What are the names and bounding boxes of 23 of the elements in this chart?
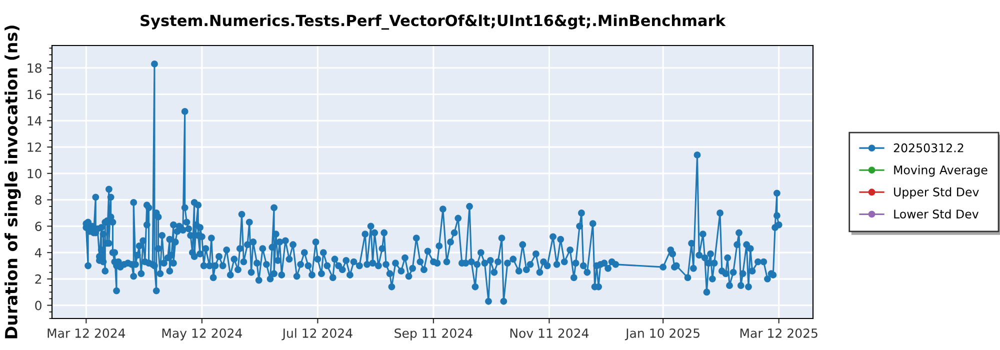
y-tick-label: 0 bbox=[35, 300, 42, 310]
y-tick-label: 16 bbox=[28, 90, 42, 100]
legend-label: Lower Std Dev bbox=[894, 209, 978, 218]
y-tick-label: 4 bbox=[34, 248, 42, 258]
y-tick-label: 8 bbox=[35, 195, 42, 205]
x-tick-label: Jan 10 2025 bbox=[624, 328, 700, 340]
x-tick-label: Jul 12 2024 bbox=[282, 328, 352, 340]
y-tick-label: 12 bbox=[28, 142, 42, 152]
y-tick-label: 10 bbox=[28, 168, 42, 178]
y-tick-label: 2 bbox=[35, 274, 42, 284]
legend-label: Upper Std Dev bbox=[894, 187, 979, 199]
y-tick-label: 14 bbox=[28, 116, 42, 126]
y-axis-title: Duration of single invocation (ns) bbox=[4, 26, 21, 338]
x-tick-label: Mar 12 2025 bbox=[740, 328, 818, 338]
x-tick-label: Mar 12 2024 bbox=[48, 328, 126, 338]
legend-label: Moving Average bbox=[894, 165, 988, 177]
x-tick-label: Sep 11 2024 bbox=[394, 328, 472, 340]
y-tick-label: 6 bbox=[35, 222, 42, 232]
chart-title: System.Numerics.Tests.Perf_VectorOf&lt;UInt16&gt;.MinBenchmark bbox=[140, 14, 726, 30]
y-tick-label: 18 bbox=[28, 63, 42, 73]
x-tick-label: Nov 11 2024 bbox=[510, 328, 589, 338]
x-tick-label: May 12 2024 bbox=[162, 328, 242, 340]
legend-label: 20250312.2 bbox=[894, 143, 964, 152]
